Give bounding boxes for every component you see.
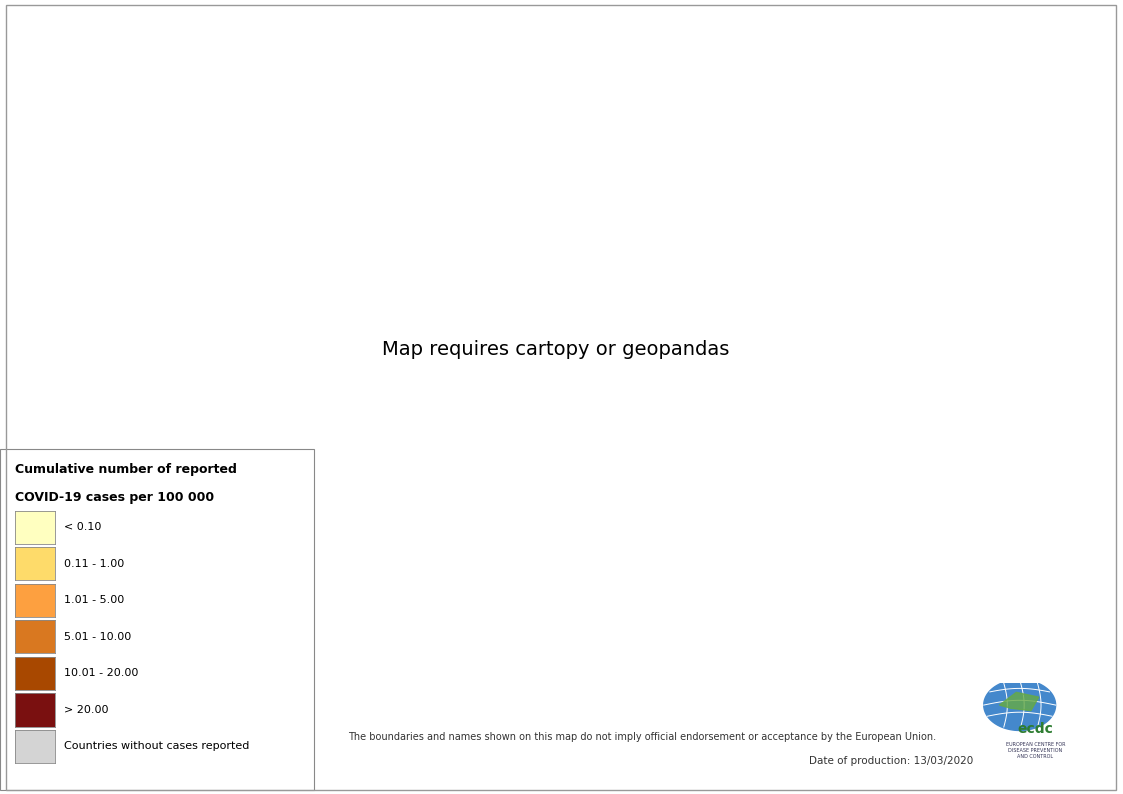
Text: Map requires cartopy or geopandas: Map requires cartopy or geopandas xyxy=(382,340,730,359)
Text: ecdc: ecdc xyxy=(1017,722,1053,736)
Polygon shape xyxy=(984,680,1056,730)
Text: EUROPEAN CENTRE FOR
DISEASE PREVENTION
AND CONTROL: EUROPEAN CENTRE FOR DISEASE PREVENTION A… xyxy=(1006,742,1065,758)
Polygon shape xyxy=(999,692,1039,711)
Text: < 0.10: < 0.10 xyxy=(64,522,101,532)
Text: COVID-19 cases per 100 000: COVID-19 cases per 100 000 xyxy=(15,491,213,504)
Text: > 20.00: > 20.00 xyxy=(64,705,109,715)
Text: Date of production: 13/03/2020: Date of production: 13/03/2020 xyxy=(809,756,973,765)
Text: 10.01 - 20.00: 10.01 - 20.00 xyxy=(64,669,138,678)
Text: The boundaries and names shown on this map do not imply official endorsement or : The boundaries and names shown on this m… xyxy=(348,732,937,742)
Text: 5.01 - 10.00: 5.01 - 10.00 xyxy=(64,632,131,642)
Text: 1.01 - 5.00: 1.01 - 5.00 xyxy=(64,596,125,605)
Text: Countries without cases reported: Countries without cases reported xyxy=(64,742,249,751)
Text: 0.11 - 1.00: 0.11 - 1.00 xyxy=(64,559,125,569)
Text: Cumulative number of reported: Cumulative number of reported xyxy=(15,464,237,476)
